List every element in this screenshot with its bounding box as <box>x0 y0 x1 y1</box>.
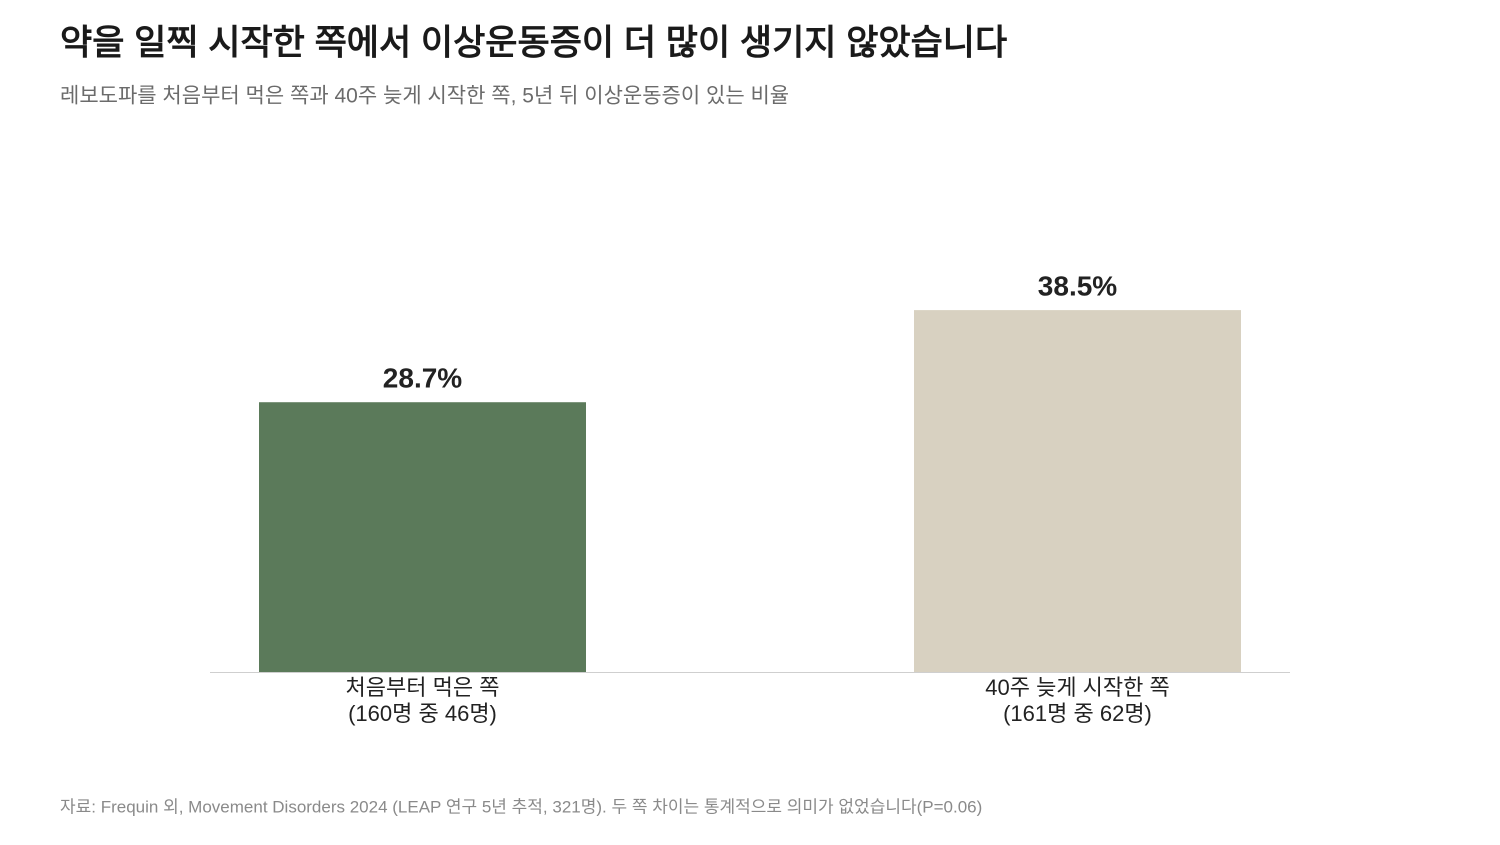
value-label: 28.7% <box>383 363 462 394</box>
x-tick-label: 40주 늦게 시작한 쪽 <box>985 675 1170 700</box>
chart-title: 약을 일찍 시작한 쪽에서 이상운동증이 더 많이 생기지 않았습니다 <box>60 23 1007 62</box>
value-label: 38.5% <box>1038 270 1117 301</box>
x-tick-note: (161명 중 62명) <box>1003 701 1152 726</box>
chart-subtitle: 레보도파를 처음부터 먹은 쪽과 40주 늦게 시작한 쪽, 5년 뒤 이상운동… <box>60 85 789 108</box>
x-tick-note: (160명 중 46명) <box>348 701 497 726</box>
source-note: 자료: Frequin 외, Movement Disorders 2024 (… <box>60 797 982 816</box>
x-tick-label: 처음부터 먹은 쪽 <box>346 675 500 700</box>
bar <box>914 310 1241 672</box>
bar <box>259 402 586 672</box>
